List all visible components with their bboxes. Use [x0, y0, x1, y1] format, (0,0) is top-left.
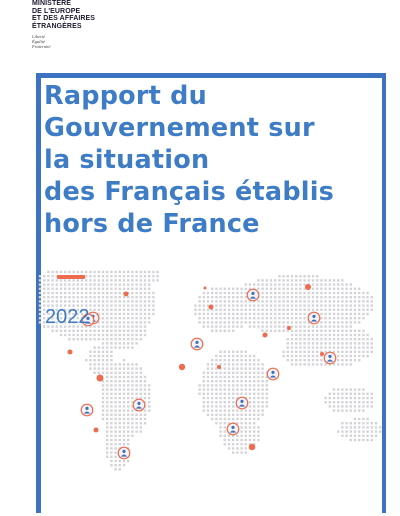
- orange-dot-icon: [123, 291, 129, 297]
- person-pin-icon: [246, 288, 260, 302]
- report-year: 2022: [45, 306, 90, 328]
- report-title: Rapport du Gouvernement sur la situation…: [44, 81, 335, 239]
- person-pin-icon: [226, 422, 240, 436]
- ministry-name: MINISTÈRE DE L'EUROPE ET DES AFFAIRES ÉT…: [32, 0, 96, 30]
- person-pin-icon: [80, 403, 94, 417]
- republic-motto: Liberté Égalité Fraternité: [32, 34, 51, 50]
- person-pin-icon: [323, 351, 337, 365]
- orange-dot-icon: [203, 286, 207, 290]
- orange-dot-icon: [305, 284, 311, 290]
- orange-dot-icon: [287, 326, 291, 330]
- orange-dot-icon: [320, 352, 324, 356]
- title-accent-bar: [57, 275, 85, 279]
- person-pin-icon: [117, 446, 131, 460]
- orange-dot-icon: [93, 427, 99, 433]
- orange-dot-icon: [208, 304, 214, 310]
- orange-dot-icon: [96, 374, 104, 382]
- ministry-logo: MINISTÈRE DE L'EUROPE ET DES AFFAIRES ÉT…: [32, 0, 122, 49]
- cover-frame: [36, 73, 386, 513]
- orange-dot-icon: [178, 363, 186, 371]
- orange-dot-icon: [262, 332, 268, 338]
- person-pin-icon: [132, 398, 146, 412]
- orange-dot-icon: [248, 443, 256, 451]
- orange-dot-icon: [217, 365, 221, 369]
- map-dot-grid: [38, 270, 382, 471]
- person-pin-icon: [81, 313, 95, 327]
- person-pin-icon: [190, 337, 204, 351]
- person-pin-icon: [235, 396, 249, 410]
- orange-dot-icon: [67, 349, 73, 355]
- person-pin-icon: [307, 311, 321, 325]
- person-pin-icon: [266, 367, 280, 381]
